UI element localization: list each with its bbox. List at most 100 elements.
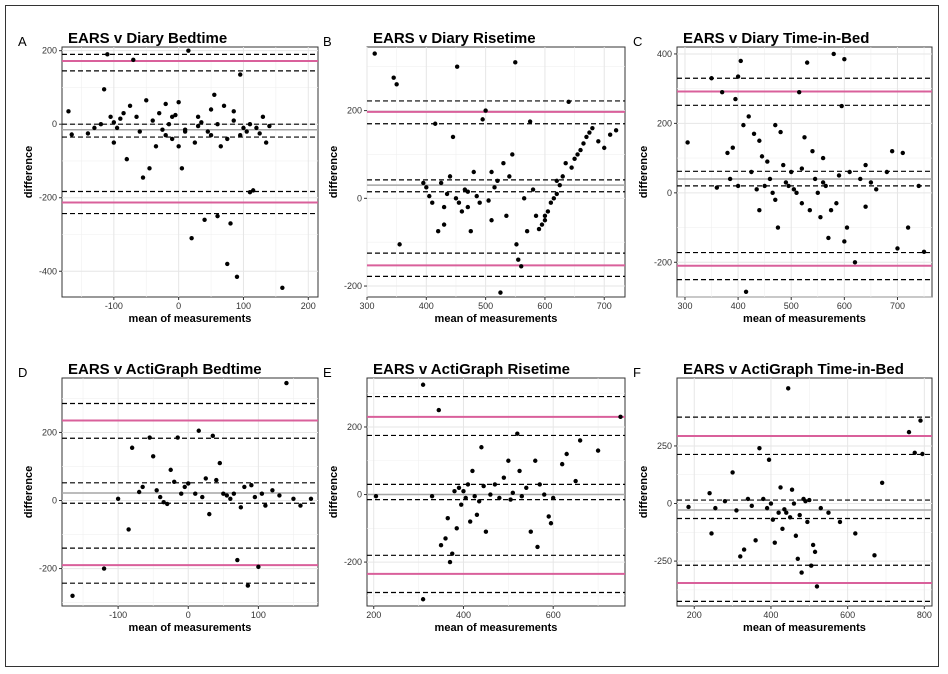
data-point [169,114,175,120]
data-point [501,475,507,480]
panel-letter: A [18,34,27,49]
x-tick-label: 500 [784,301,799,311]
data-point [918,418,923,423]
data-point [575,152,580,157]
panel-letter: B [323,34,332,49]
data-point [749,169,754,175]
data-point [778,485,783,490]
data-point [770,190,775,196]
data-point [757,138,762,143]
data-point [613,128,619,133]
data-point [492,185,497,190]
data-point [247,190,253,195]
data-point [745,496,751,502]
data-point [173,112,178,118]
data-point [844,225,850,230]
data-point [548,521,554,526]
x-tick-label: 200 [687,610,702,620]
data-point [765,159,770,164]
plot-area [61,46,319,298]
data-point [438,180,444,186]
data-point [546,514,551,519]
data-point [459,209,465,214]
data-point [136,489,142,495]
data-point [280,285,285,291]
data-point [157,494,163,500]
data-point [775,225,781,230]
data-point [868,180,874,185]
data-point [842,56,847,62]
data-point [770,517,776,522]
data-point [465,204,471,210]
data-point [735,74,741,79]
data-point [797,512,802,518]
data-point [108,114,113,120]
data-point [200,494,205,500]
data-point [820,155,826,161]
y-tick-label: -200 [344,557,362,567]
data-point [820,180,826,185]
data-point [98,122,104,127]
data-point [147,435,152,440]
data-point [796,89,802,95]
x-tick-label: 700 [890,301,905,311]
data-point [741,547,747,552]
data-point [738,58,743,64]
y-axis-title: difference [638,466,650,519]
data-point [799,201,805,206]
data-point [753,538,758,543]
data-point [477,200,482,205]
data-point [784,510,789,515]
x-tick-label: -100 [105,301,123,311]
y-tick-label: -200 [344,281,362,291]
data-point [551,196,557,201]
data-point [203,476,208,481]
data-point [420,382,426,387]
data-point [807,207,813,213]
data-point [207,511,212,517]
data-point [195,114,201,120]
data-point [730,145,735,150]
data-point [249,482,254,488]
data-point [863,204,868,209]
x-tick-label: 800 [917,610,932,620]
data-point [456,200,462,205]
data-point [920,451,925,457]
data-point [436,407,441,413]
figure-frame [5,5,939,667]
panel-letter: F [633,365,641,380]
data-point [450,134,456,140]
data-point [429,494,435,499]
data-point [809,563,814,568]
y-tick-label: 0 [667,188,672,198]
data-point [772,540,777,545]
data-point [218,144,223,149]
data-point [433,121,438,126]
data-point [221,491,226,496]
data-point [474,193,479,199]
data-point [542,213,548,219]
y-tick-label: -250 [654,556,672,566]
data-point [795,556,800,561]
data-point [168,467,173,473]
data-point [757,207,762,213]
plot-area [366,46,626,298]
data-point [438,543,444,548]
data-point [889,148,895,154]
y-tick-label: 400 [657,49,672,59]
data-point [444,191,450,197]
data-point [267,123,272,129]
data-point [169,136,175,142]
y-tick-label: 0 [357,193,362,203]
data-point [498,290,503,295]
data-point [193,491,198,496]
data-point [231,109,236,114]
data-point [212,92,217,97]
y-axis-title: difference [328,146,340,199]
data-point [235,557,240,563]
data-point [507,174,512,179]
data-point [778,129,783,135]
chart-title: EARS v ActiGraph Time-in-Bed [683,361,904,378]
data-point [179,166,185,171]
plot-area [676,377,933,607]
